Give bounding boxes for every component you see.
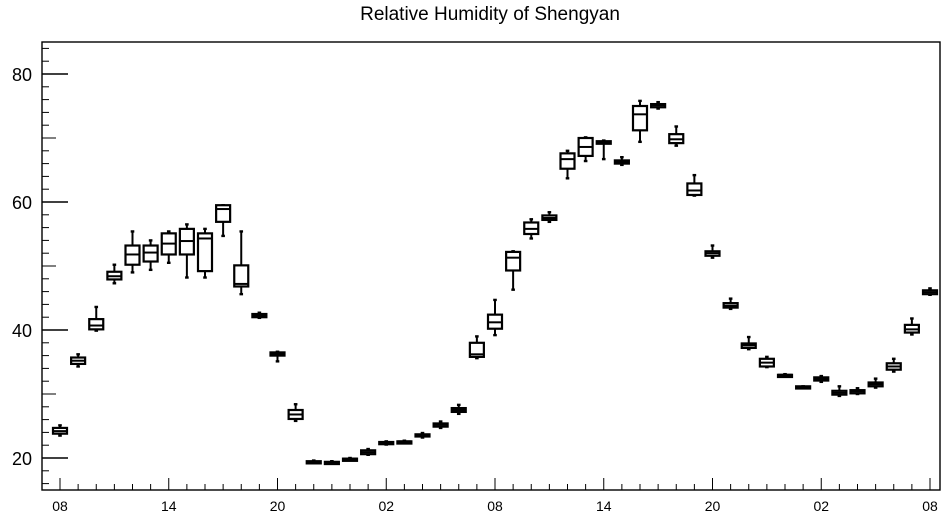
box-plot [269,350,286,363]
box-plot [251,311,268,320]
x-tick-label: 20 [270,498,286,514]
box-plot [650,100,667,110]
y-tick-label: 80 [12,65,32,85]
box-plot [396,439,413,445]
plot-frame [41,41,941,491]
box-plot [795,385,812,390]
x-axis: 08 14 20 02 08 14 20 02 08 [52,478,938,514]
x-tick-label: 08 [487,498,503,514]
box-plot [505,250,522,291]
box-plot [486,298,504,337]
x-tick-label: 02 [813,498,829,514]
box-plot [668,125,685,147]
box-plot [88,305,105,332]
box-plot [178,223,195,279]
box-plot [142,239,159,272]
box-iqr [505,250,522,272]
y-tick-label: 20 [12,449,32,469]
box-plot [722,297,739,311]
box-plot [305,459,322,465]
box-plot [124,230,141,274]
box-plot [233,230,250,296]
box-plot [740,335,757,351]
box-plot [523,218,540,240]
box-iqr [631,104,649,132]
box-plot [541,211,558,224]
y-tick-label: 40 [12,321,32,341]
box-plot [903,317,920,336]
box-series [51,99,939,466]
x-tick-label: 14 [161,498,177,514]
x-tick-label: 20 [705,498,721,514]
box-plot [867,377,884,389]
chart-title: Relative Humidity of Shengyan [360,4,620,25]
box-iqr [686,182,703,197]
box-plot [758,355,775,369]
box-plot [70,353,87,368]
y-axis: 20 40 60 80 [12,47,68,485]
box-plot [595,139,612,161]
box-plot [51,424,69,437]
box-plot [813,374,830,384]
x-tick-label: 08 [922,498,938,514]
box-plot [831,385,848,398]
box-plot [776,372,794,379]
box-plot [378,440,395,446]
y-tick-label: 60 [12,193,32,213]
box-plot [468,335,485,360]
box-iqr [559,152,576,170]
box-plot [577,136,594,163]
x-tick-label: 14 [596,498,612,514]
box-plot [215,203,232,238]
box-iqr [215,204,232,223]
x-tick-label: 02 [378,498,394,514]
box-plot [341,456,359,462]
box-plot [160,230,177,264]
box-plot [559,149,576,180]
box-plot [921,287,939,296]
box-plot [704,244,721,259]
box-iqr [88,318,105,331]
box-plot [885,357,902,373]
box-plot [432,420,449,430]
box-plot [686,173,703,197]
box-iqr [196,232,214,273]
box-plot [323,460,340,466]
box-iqr [233,264,250,288]
box-plot [450,403,467,416]
box-plot [414,431,431,439]
box-plot [631,99,649,144]
box-plot [360,447,377,456]
box-plot [849,387,866,396]
box-plot [613,155,630,167]
box-plot [287,403,304,423]
box-plot [196,227,214,279]
box-plot [106,263,123,285]
x-tick-label: 08 [52,498,68,514]
